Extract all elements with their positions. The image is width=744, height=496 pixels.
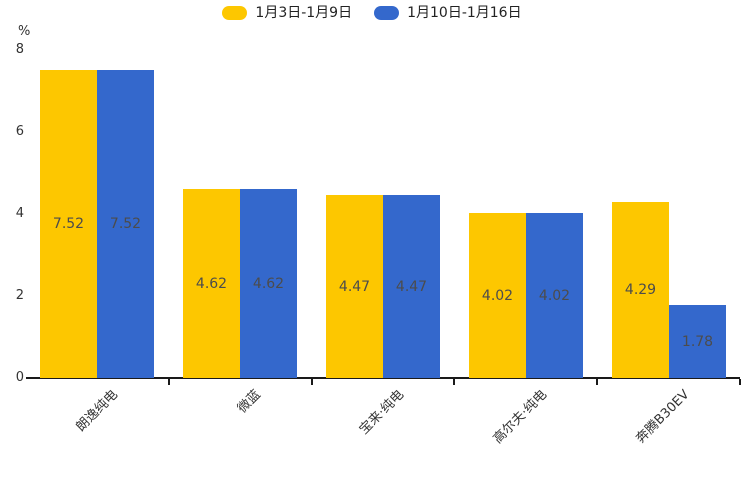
bar-微蓝-series1[interactable]: 4.62: [183, 189, 240, 378]
bar-value-label: 4.02: [481, 287, 514, 304]
y-axis-tick-label: 6: [15, 124, 24, 139]
x-axis-tick: [739, 379, 741, 385]
y-axis-tick-label: 2: [15, 288, 24, 303]
bar-value-label: 4.02: [538, 287, 571, 304]
legend-swatch-icon: [374, 6, 400, 20]
bar-value-label: 1.78: [681, 333, 714, 350]
x-axis-tick: [453, 379, 456, 385]
x-axis-category-label: 微蓝: [235, 387, 265, 417]
bar-value-label: 4.62: [195, 275, 228, 292]
bar-value-label: 7.52: [52, 216, 85, 232]
y-axis-tick-label: 4: [15, 206, 24, 221]
x-axis-category-label: 奔腾B30EV: [633, 387, 693, 447]
legend-label: 1月3日-1月9日: [255, 5, 353, 21]
x-axis-category-label: 朗逸纯电: [73, 387, 122, 435]
y-axis-tick-label: 0: [15, 370, 24, 385]
x-axis-tick: [167, 379, 170, 385]
bar-朗逸纯电-series1[interactable]: 7.52: [40, 70, 97, 378]
bar-高尔夫·纯电-series2[interactable]: 4.02: [526, 213, 583, 378]
x-axis-tick: [596, 379, 599, 385]
bar-宝来·纯电-series2[interactable]: 4.47: [383, 195, 440, 378]
x-axis-category-label: 高尔夫·纯电: [490, 387, 550, 447]
y-axis-tick-label: 8: [15, 42, 24, 57]
bar-奔腾B30EV-series1[interactable]: 4.29: [612, 202, 669, 378]
x-axis-tick: [310, 379, 313, 385]
x-axis-line: [26, 377, 740, 379]
y-axis-unit-label: %: [18, 24, 31, 39]
bar-微蓝-series2[interactable]: 4.62: [240, 189, 297, 378]
bar-value-label: 7.52: [109, 216, 142, 232]
bar-高尔夫·纯电-series1[interactable]: 4.02: [469, 213, 526, 378]
bar-宝来·纯电-series1[interactable]: 4.47: [326, 195, 383, 378]
bar-value-label: 4.29: [624, 282, 657, 298]
legend-item-1[interactable]: 1月3日-1月9日: [222, 6, 352, 20]
legend-item-2[interactable]: 1月10日-1月16日: [374, 6, 522, 20]
bar-value-label: 4.62: [252, 275, 285, 292]
bar-value-label: 4.47: [338, 278, 371, 295]
legend-label: 1月10日-1月16日: [407, 5, 522, 21]
bar-奔腾B30EV-series2[interactable]: 1.78: [669, 305, 726, 378]
legend-swatch-icon: [222, 6, 248, 20]
x-axis-category-label: 宝来·纯电: [356, 387, 407, 438]
bar-value-label: 4.47: [395, 278, 428, 295]
chart-legend: 1月3日-1月9日 1月10日-1月16日: [0, 6, 744, 20]
bar-朗逸纯电-series2[interactable]: 7.52: [97, 70, 154, 378]
